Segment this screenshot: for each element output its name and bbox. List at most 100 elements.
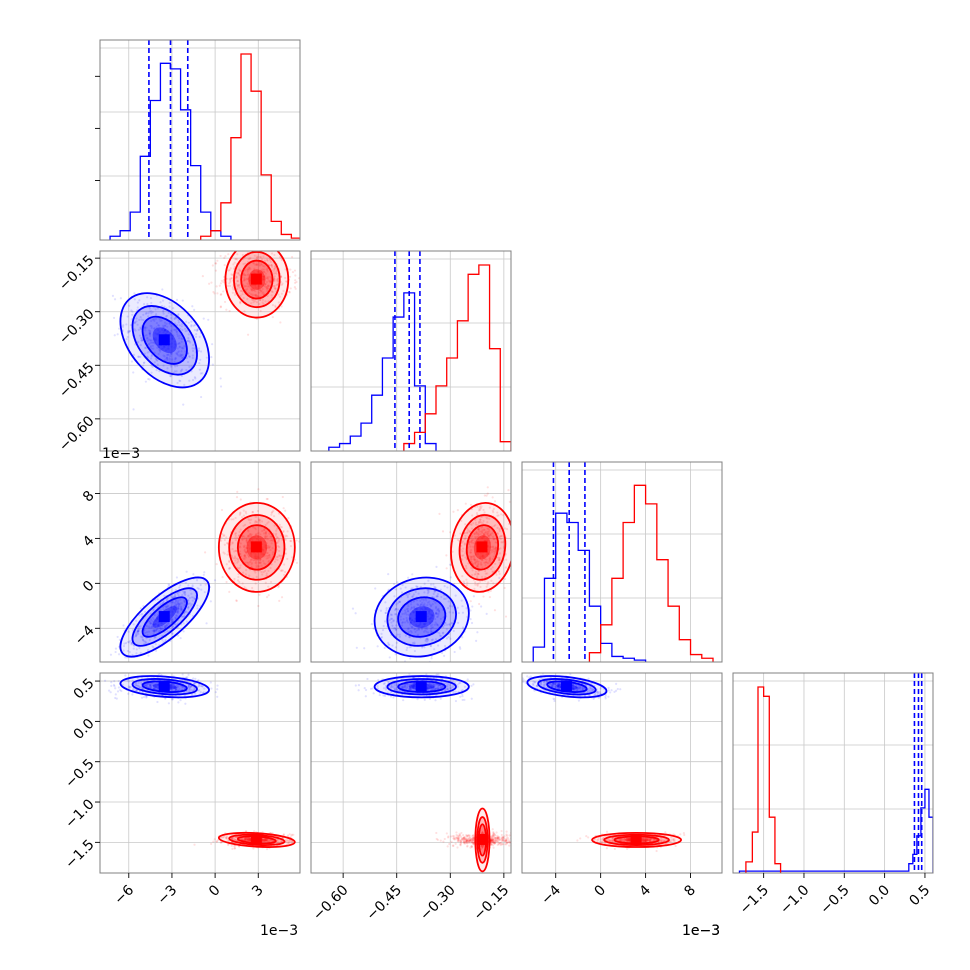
blue-point — [129, 639, 132, 643]
blue-point — [177, 605, 180, 608]
blue-point — [182, 347, 185, 350]
red-point — [278, 599, 281, 602]
blue-point — [170, 330, 173, 333]
red-point — [276, 840, 279, 843]
red-point — [290, 840, 294, 843]
y-offset-label: 1e−3 — [102, 446, 140, 462]
red-point — [234, 258, 237, 261]
red-peak — [476, 541, 488, 553]
blue-point — [190, 320, 193, 323]
red-point — [234, 534, 237, 537]
blue-point — [171, 627, 174, 630]
blue-point — [177, 605, 180, 608]
red-point — [488, 517, 491, 520]
red-point — [235, 275, 238, 278]
red-point — [441, 530, 445, 533]
red-point — [278, 549, 281, 553]
blue-point — [146, 339, 149, 342]
red-point — [461, 550, 464, 553]
blue-point — [173, 328, 176, 331]
blue-point — [172, 607, 176, 610]
blue-point — [382, 682, 385, 686]
red-point — [477, 509, 481, 512]
red-point — [482, 508, 485, 512]
blue-point — [164, 626, 167, 629]
blue-point — [161, 299, 165, 302]
red-point — [255, 564, 258, 567]
red-point — [467, 841, 470, 844]
blue-point — [461, 636, 464, 639]
blue-point — [396, 608, 400, 611]
red-point — [286, 839, 289, 843]
blue-point — [406, 607, 410, 610]
red-point — [243, 549, 246, 552]
blue-point — [165, 623, 169, 626]
blue-point — [155, 628, 158, 631]
blue-point — [406, 610, 410, 613]
red-point — [477, 562, 480, 566]
red-point — [258, 565, 261, 568]
blue-point — [162, 345, 165, 348]
blue-point — [140, 613, 143, 616]
red-point — [474, 544, 477, 547]
red-point — [494, 838, 497, 841]
blue-point — [146, 625, 149, 628]
red-point — [471, 839, 474, 842]
red-point — [248, 279, 251, 282]
red-point — [284, 570, 287, 574]
blue-point — [191, 354, 194, 357]
red-point — [503, 840, 507, 843]
red-point — [271, 551, 275, 554]
blue-point — [417, 603, 420, 607]
blue-point — [439, 617, 442, 620]
red-point — [270, 264, 273, 267]
red-point — [478, 602, 481, 606]
red-point — [491, 570, 494, 573]
blue-point — [168, 360, 171, 363]
red-point — [255, 262, 258, 265]
red-point — [287, 841, 290, 844]
blue-point — [110, 684, 113, 688]
blue-point — [178, 334, 181, 337]
red-point — [266, 286, 269, 290]
red-point — [483, 511, 486, 514]
blue-point — [389, 613, 392, 616]
blue-point — [155, 358, 158, 362]
blue-point — [147, 329, 151, 332]
blue-point — [177, 314, 180, 317]
blue-point — [166, 330, 169, 334]
blue-point — [439, 697, 442, 700]
blue-point — [447, 600, 450, 603]
blue-point — [171, 625, 174, 628]
red-point — [491, 828, 494, 831]
red-point — [247, 530, 250, 533]
red-point — [476, 560, 479, 563]
red-point — [489, 534, 493, 537]
red-point — [243, 838, 247, 841]
blue-point — [412, 682, 415, 686]
blue-point — [159, 319, 162, 322]
blue-point — [189, 588, 192, 592]
red-point — [505, 834, 509, 837]
blue-point — [408, 636, 411, 639]
red-point — [213, 292, 216, 295]
red-point — [474, 583, 477, 586]
blue-point — [428, 617, 432, 620]
blue-point — [451, 605, 454, 608]
red-point — [235, 599, 238, 603]
red-point — [476, 563, 479, 566]
blue-point — [385, 607, 388, 610]
red-point — [260, 289, 263, 293]
red-point — [508, 841, 511, 844]
blue-point — [205, 622, 208, 625]
blue-point — [423, 698, 426, 701]
blue-point — [168, 322, 171, 325]
red-point — [464, 536, 467, 540]
blue-point — [114, 696, 117, 700]
red-point — [472, 545, 475, 548]
blue-point — [437, 644, 440, 647]
red-point — [254, 284, 257, 287]
blue-point — [166, 630, 169, 633]
red-point — [479, 533, 482, 536]
blue-point — [183, 694, 186, 697]
